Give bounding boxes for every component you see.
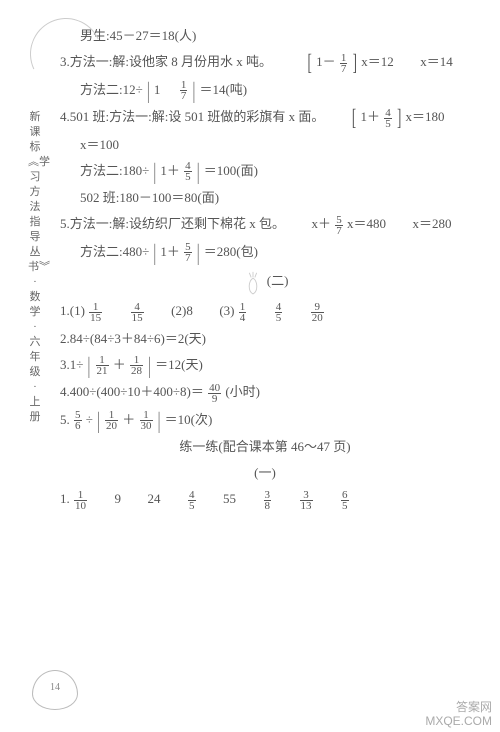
text: 4.501 班:方法一:解:设 501 班做的彩旗有 x 面。 xyxy=(60,109,324,124)
fraction: 115 xyxy=(89,302,102,323)
fraction: 17 xyxy=(340,53,348,74)
text: 1＋ xyxy=(160,163,180,178)
practice-heading: 练一练(配合课本第 46～47 页) xyxy=(60,437,470,457)
answer-line: 4.400÷(400÷10＋400÷8)＝ 409 (小时) xyxy=(60,382,470,404)
text: 24 xyxy=(148,491,161,506)
text: 方法二:180÷ xyxy=(80,163,149,178)
answer-line: 男生:45－27＝18(人) xyxy=(60,26,470,46)
bracket-left: | xyxy=(154,235,157,271)
text: (2)8 xyxy=(171,303,193,318)
fraction: 45 xyxy=(275,302,283,323)
carrot-icon xyxy=(242,269,264,295)
text: 方法二:480÷ xyxy=(80,244,149,259)
bracket-left: | xyxy=(147,73,150,109)
answer-line: 5. 56 ÷ | 120 ＋ 130 | ＝10(次) xyxy=(60,410,470,432)
text: 5.方法一:解:设纺织厂还剩下棉花 x 包。 xyxy=(60,216,285,231)
text: (二) xyxy=(267,273,289,288)
fraction: 110 xyxy=(74,490,87,511)
answer-line: 3.1÷ | 121 ＋ 128 | ＝12(天) xyxy=(60,355,470,377)
watermark-line1: 答案网 xyxy=(425,700,492,714)
fraction: 57 xyxy=(184,242,192,263)
text: ＝280(包) xyxy=(204,244,258,259)
page-number-badge: 14 xyxy=(32,670,78,710)
text: ＋ xyxy=(113,357,126,372)
answer-line: 1.(1) 115 415 (2)8 (3) 14 45 920 xyxy=(60,301,470,323)
answer-line: 方法二:12÷ | 1 17 | ＝14(吨) xyxy=(60,80,470,102)
text: 1 xyxy=(154,82,161,97)
text: x＝280 xyxy=(413,216,452,231)
text: 1.(1) xyxy=(60,303,85,318)
fraction: 409 xyxy=(208,383,221,404)
answer-line: 2.84÷(84÷3＋84÷6)＝2(天) xyxy=(60,329,470,349)
section-heading: (一) xyxy=(60,463,470,483)
fraction: 45 xyxy=(384,108,392,129)
bracket-right: ] xyxy=(397,100,401,136)
fraction: 313 xyxy=(300,490,313,511)
text: ＋ xyxy=(122,412,135,427)
fraction: 56 xyxy=(74,410,82,431)
bracket-right: | xyxy=(148,348,151,384)
answer-line: 方法二:180÷ | 1＋ 45 | ＝100(面) xyxy=(60,161,470,183)
text: (小时) xyxy=(225,384,260,399)
fraction: 45 xyxy=(188,490,196,511)
text: (3) xyxy=(219,303,234,318)
text: 1. xyxy=(60,491,70,506)
answer-line: 4.501 班:方法一:解:设 501 班做的彩旗有 x 面。 [ 1＋ 45 … xyxy=(60,107,470,129)
bracket-left: | xyxy=(97,403,100,439)
fraction: 57 xyxy=(335,215,343,236)
text: ＝100(面) xyxy=(204,163,258,178)
text: 1＋ xyxy=(360,109,380,124)
text: ÷ xyxy=(86,412,93,427)
text: ＝12(天) xyxy=(155,357,203,372)
text: x＝180 xyxy=(406,109,445,124)
text: ＝14(吨) xyxy=(199,82,247,97)
text: ＝10(次) xyxy=(165,412,213,427)
bracket-right: ] xyxy=(353,45,357,81)
text: 方法二:12÷ xyxy=(80,82,143,97)
text: x＋ xyxy=(311,216,331,231)
text: 4.400÷(400÷10＋400÷8)＝ xyxy=(60,384,204,399)
text: 1－ xyxy=(316,54,336,69)
text: x＝12 xyxy=(361,54,394,69)
fraction: 130 xyxy=(140,410,153,431)
fraction: 415 xyxy=(131,302,144,323)
fraction: 17 xyxy=(180,80,188,101)
fraction: 920 xyxy=(311,302,324,323)
fraction: 121 xyxy=(96,355,109,376)
bracket-left: [ xyxy=(307,45,311,81)
answer-line: 方法二:480÷ | 1＋ 57 | ＝280(包) xyxy=(60,242,470,264)
text: x＝480 xyxy=(347,216,386,231)
bracket-left: | xyxy=(88,348,91,384)
answer-line: 502 班:180－100＝80(面) xyxy=(60,188,470,208)
text: 1＋ xyxy=(160,244,180,259)
bracket-right: | xyxy=(193,73,196,109)
text: 55 xyxy=(223,491,236,506)
text: 5. xyxy=(60,412,70,427)
answer-line: x＝100 xyxy=(60,135,470,155)
text: 9 xyxy=(115,491,122,506)
fraction: 65 xyxy=(341,490,349,511)
section-heading: (二) xyxy=(60,269,470,295)
text: x＝14 xyxy=(420,54,453,69)
fraction: 38 xyxy=(264,490,272,511)
answer-line: 3.方法一:解:设他家 8 月份用水 x 吨。 [ 1－ 17 ] x＝12 x… xyxy=(60,52,470,74)
answer-line: 1. 110 9 24 45 55 38 313 65 xyxy=(60,489,470,511)
fraction: 128 xyxy=(130,355,143,376)
sidebar-vertical-title: 新课标︽学习方法指导丛书︾·数学·六年级·上册 xyxy=(28,110,42,425)
bracket-left: [ xyxy=(352,100,356,136)
bracket-left: | xyxy=(154,154,157,190)
bracket-right: | xyxy=(197,235,200,271)
bracket-right: | xyxy=(158,403,161,439)
answer-line: 5.方法一:解:设纺织厂还剩下棉花 x 包。 x＋ 57 x＝480 x＝280 xyxy=(60,214,470,236)
fraction: 14 xyxy=(239,302,247,323)
bracket-right: | xyxy=(197,154,200,190)
text: 3.1÷ xyxy=(60,357,83,372)
fraction: 45 xyxy=(184,161,192,182)
watermark-line2: MXQE.COM xyxy=(425,714,492,728)
watermark: 答案网 MXQE.COM xyxy=(425,700,492,728)
fraction: 120 xyxy=(105,410,118,431)
